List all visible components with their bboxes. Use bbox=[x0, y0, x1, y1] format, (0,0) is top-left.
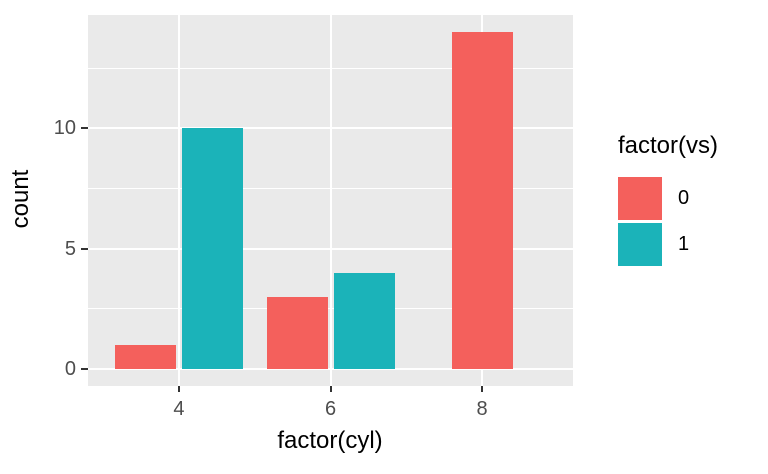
legend-label: 0 bbox=[678, 187, 690, 209]
x-tick-label: 4 bbox=[173, 398, 185, 420]
y-tick-label: 10 bbox=[53, 117, 76, 140]
legend-key-swatch bbox=[618, 223, 662, 266]
bar-cyl8-vs0 bbox=[451, 31, 513, 370]
y-tick-label: 0 bbox=[64, 358, 76, 381]
x-tick-label: 6 bbox=[324, 398, 337, 420]
y-axis-title: count bbox=[7, 169, 34, 229]
x-axis-tick bbox=[177, 386, 180, 392]
bar-cyl4-vs0 bbox=[114, 345, 176, 370]
gridline-major-vertical bbox=[329, 15, 332, 386]
legend-item-1: 1 bbox=[618, 223, 718, 266]
plot-panel bbox=[88, 15, 573, 386]
x-axis-title: factor(cyl) bbox=[277, 427, 383, 454]
x-tick-label: 8 bbox=[476, 398, 488, 420]
y-axis-tick bbox=[81, 247, 88, 250]
y-axis-tick bbox=[81, 127, 88, 130]
x-axis-tick bbox=[481, 386, 484, 392]
x-axis-tick bbox=[329, 386, 332, 392]
legend-label: 1 bbox=[678, 233, 690, 255]
bar-cyl4-vs1 bbox=[181, 128, 243, 370]
legend-key-swatch bbox=[618, 177, 662, 220]
y-tick-label: 5 bbox=[64, 237, 76, 260]
gridline-major-vertical bbox=[177, 15, 180, 386]
bar-cyl6-vs0 bbox=[266, 296, 328, 370]
y-axis-tick bbox=[81, 368, 88, 371]
legend-title: factor(vs) bbox=[618, 132, 719, 159]
bar-cyl6-vs1 bbox=[333, 272, 395, 370]
legend-item-0: 0 bbox=[618, 177, 718, 220]
